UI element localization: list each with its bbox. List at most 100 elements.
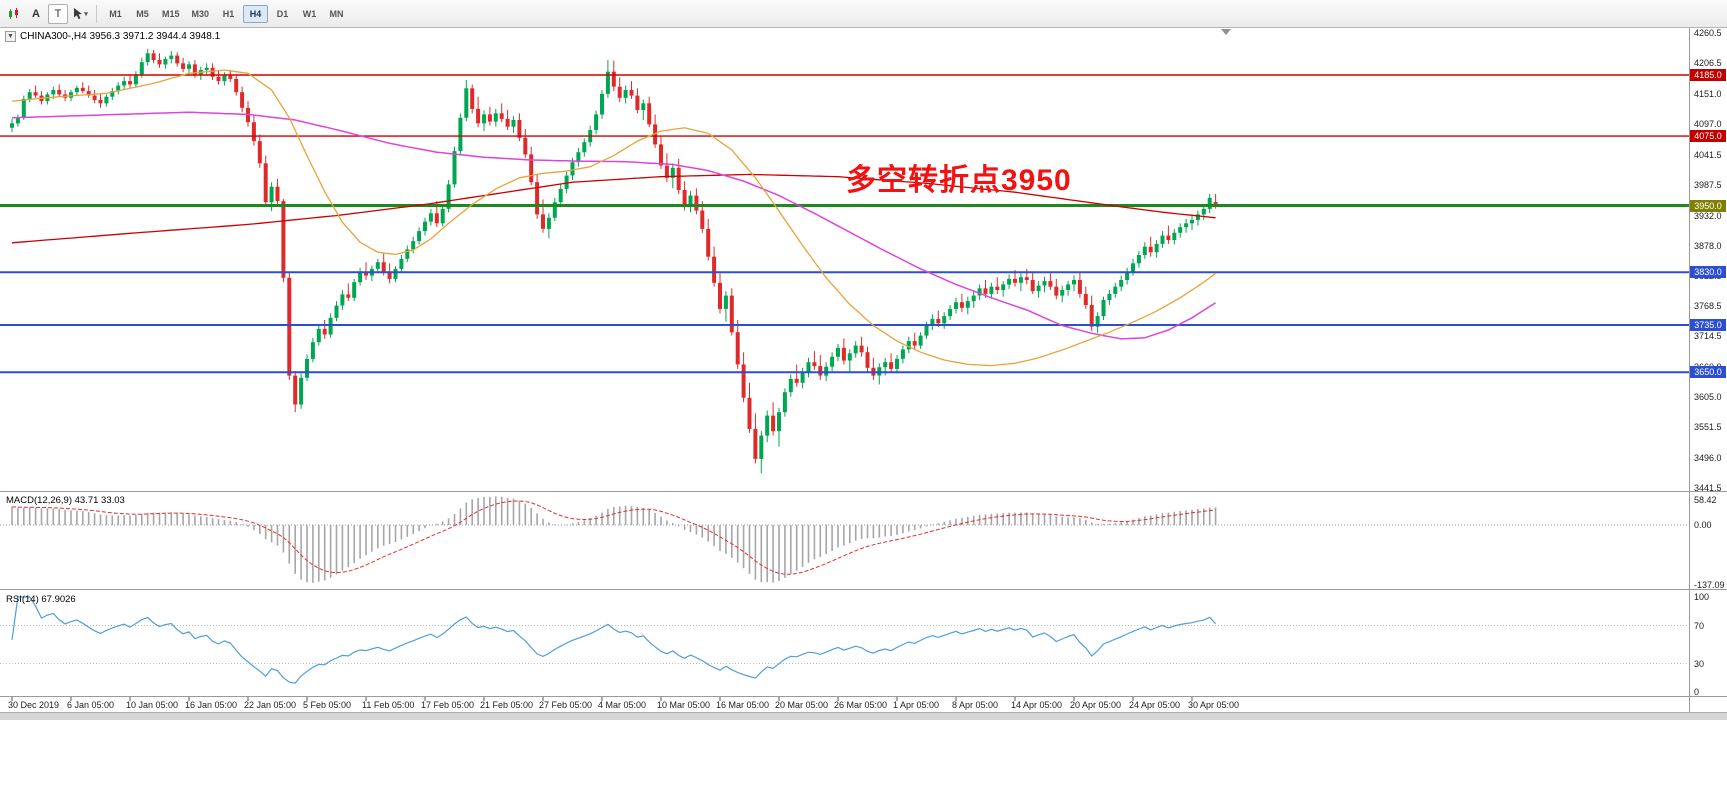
timeframe-W1-button[interactable]: W1 bbox=[302, 8, 317, 19]
candle bbox=[1042, 281, 1047, 286]
chart-annotation: 多空转折点3950 bbox=[846, 164, 1072, 197]
time-axis-label: 21 Feb 05:00 bbox=[480, 700, 534, 710]
candle bbox=[364, 272, 368, 276]
candle bbox=[983, 288, 988, 294]
candle bbox=[989, 286, 994, 294]
candle bbox=[98, 100, 103, 104]
candle bbox=[1195, 214, 1200, 220]
candle bbox=[1013, 278, 1017, 283]
timeframe-M30-button[interactable]: M30 bbox=[191, 8, 210, 19]
candle bbox=[788, 378, 793, 393]
candle bbox=[623, 90, 628, 98]
axis-label: 4151.0 bbox=[1694, 88, 1722, 99]
candle bbox=[694, 195, 699, 211]
candle bbox=[428, 213, 433, 222]
time-axis-label: 6 Jan 05:00 bbox=[67, 700, 115, 710]
candle bbox=[358, 272, 363, 283]
candle bbox=[1083, 293, 1088, 305]
candle bbox=[222, 75, 227, 82]
candle bbox=[1024, 277, 1029, 280]
price-line-label: 3735.0 bbox=[1690, 319, 1726, 331]
candle bbox=[305, 358, 309, 378]
timeframe-MN-button[interactable]: MN bbox=[329, 8, 344, 19]
collapse-icon[interactable]: ▼ bbox=[5, 31, 16, 42]
font-style-button[interactable]: A bbox=[32, 7, 40, 20]
candle bbox=[895, 358, 899, 369]
candle bbox=[210, 67, 215, 77]
candle bbox=[635, 95, 640, 110]
timeframe-M1-button[interactable]: M1 bbox=[109, 8, 122, 19]
timeframe-D1-button[interactable]: D1 bbox=[276, 8, 289, 19]
candle bbox=[493, 113, 498, 122]
candle bbox=[1136, 255, 1141, 264]
candle bbox=[464, 88, 469, 118]
axis-label: 100 bbox=[1694, 592, 1710, 602]
bottom-scrollbar[interactable] bbox=[0, 713, 1727, 720]
candle bbox=[529, 154, 534, 183]
candle bbox=[611, 71, 616, 87]
time-axis-label: 11 Feb 05:00 bbox=[362, 700, 415, 710]
rsi-line bbox=[11, 596, 1217, 684]
candle bbox=[570, 162, 575, 176]
candle bbox=[977, 288, 982, 296]
candle bbox=[399, 258, 404, 269]
candle bbox=[299, 377, 304, 405]
candle bbox=[605, 71, 610, 94]
new-chart-button[interactable] bbox=[4, 4, 24, 24]
candle bbox=[594, 114, 599, 130]
candle bbox=[74, 87, 79, 93]
price-line-label: 3830.0 bbox=[1690, 266, 1726, 279]
candle bbox=[1007, 278, 1012, 285]
timeframe-H1-button[interactable]: H1 bbox=[222, 8, 235, 19]
axis-label: 70 bbox=[1694, 620, 1705, 631]
macd-label: MACD(12,26,9) 43.71 33.03 bbox=[6, 495, 125, 506]
candle bbox=[954, 302, 958, 309]
axis-label: 4206.5 bbox=[1694, 58, 1722, 69]
time-axis-label: 14 Apr 05:00 bbox=[1011, 700, 1063, 710]
candle bbox=[145, 53, 150, 63]
timeframe-H4-button[interactable]: H4 bbox=[243, 4, 269, 23]
candle bbox=[552, 202, 557, 218]
timeframe-M15-button[interactable]: M15 bbox=[162, 8, 180, 19]
axis-label: 0.00 bbox=[1694, 520, 1712, 531]
candle bbox=[682, 190, 687, 207]
candle bbox=[1131, 263, 1135, 272]
candle bbox=[564, 175, 569, 189]
candle bbox=[334, 305, 339, 318]
candle bbox=[139, 62, 144, 75]
time-scale[interactable]: 30 Dec 2019 6 Jan 05:00 10 Jan 05:00 16 Jan… bbox=[0, 696, 1689, 713]
candle bbox=[234, 78, 239, 93]
candle bbox=[818, 366, 823, 376]
candle bbox=[1190, 220, 1194, 224]
candle bbox=[1101, 300, 1106, 317]
axis-label: 3987.5 bbox=[1694, 179, 1722, 190]
candle bbox=[487, 114, 492, 122]
candle bbox=[423, 221, 427, 232]
candle bbox=[175, 55, 180, 64]
candle bbox=[664, 165, 669, 178]
candle bbox=[517, 120, 522, 138]
chart-title-bar: ▼ CHINA300-,H4 3956.3 3971.2 3944.4 3948… bbox=[5, 31, 220, 42]
candle bbox=[600, 93, 604, 115]
candle bbox=[1060, 290, 1065, 296]
time-axis-label: 22 Jan 05:00 bbox=[244, 700, 297, 710]
candle bbox=[340, 294, 345, 306]
cursor-tool-button[interactable]: ▾ bbox=[70, 4, 90, 24]
candles-icon bbox=[9, 7, 18, 19]
candle bbox=[830, 356, 835, 367]
price-line-label: 4075.0 bbox=[1690, 130, 1726, 143]
candle bbox=[417, 231, 422, 242]
candle bbox=[51, 90, 56, 95]
time-axis-label: 24 Apr 05:00 bbox=[1129, 700, 1181, 710]
candle bbox=[1107, 293, 1112, 300]
candle bbox=[676, 167, 681, 190]
price-line-label: 4185.0 bbox=[1690, 69, 1726, 81]
candle bbox=[753, 428, 758, 459]
candle bbox=[959, 302, 964, 308]
macd-signal-line bbox=[11, 500, 1216, 575]
timeframe-M5-button[interactable]: M5 bbox=[136, 8, 149, 19]
text-label-button[interactable]: T bbox=[48, 3, 68, 24]
candle bbox=[116, 85, 121, 92]
candle bbox=[33, 92, 38, 96]
